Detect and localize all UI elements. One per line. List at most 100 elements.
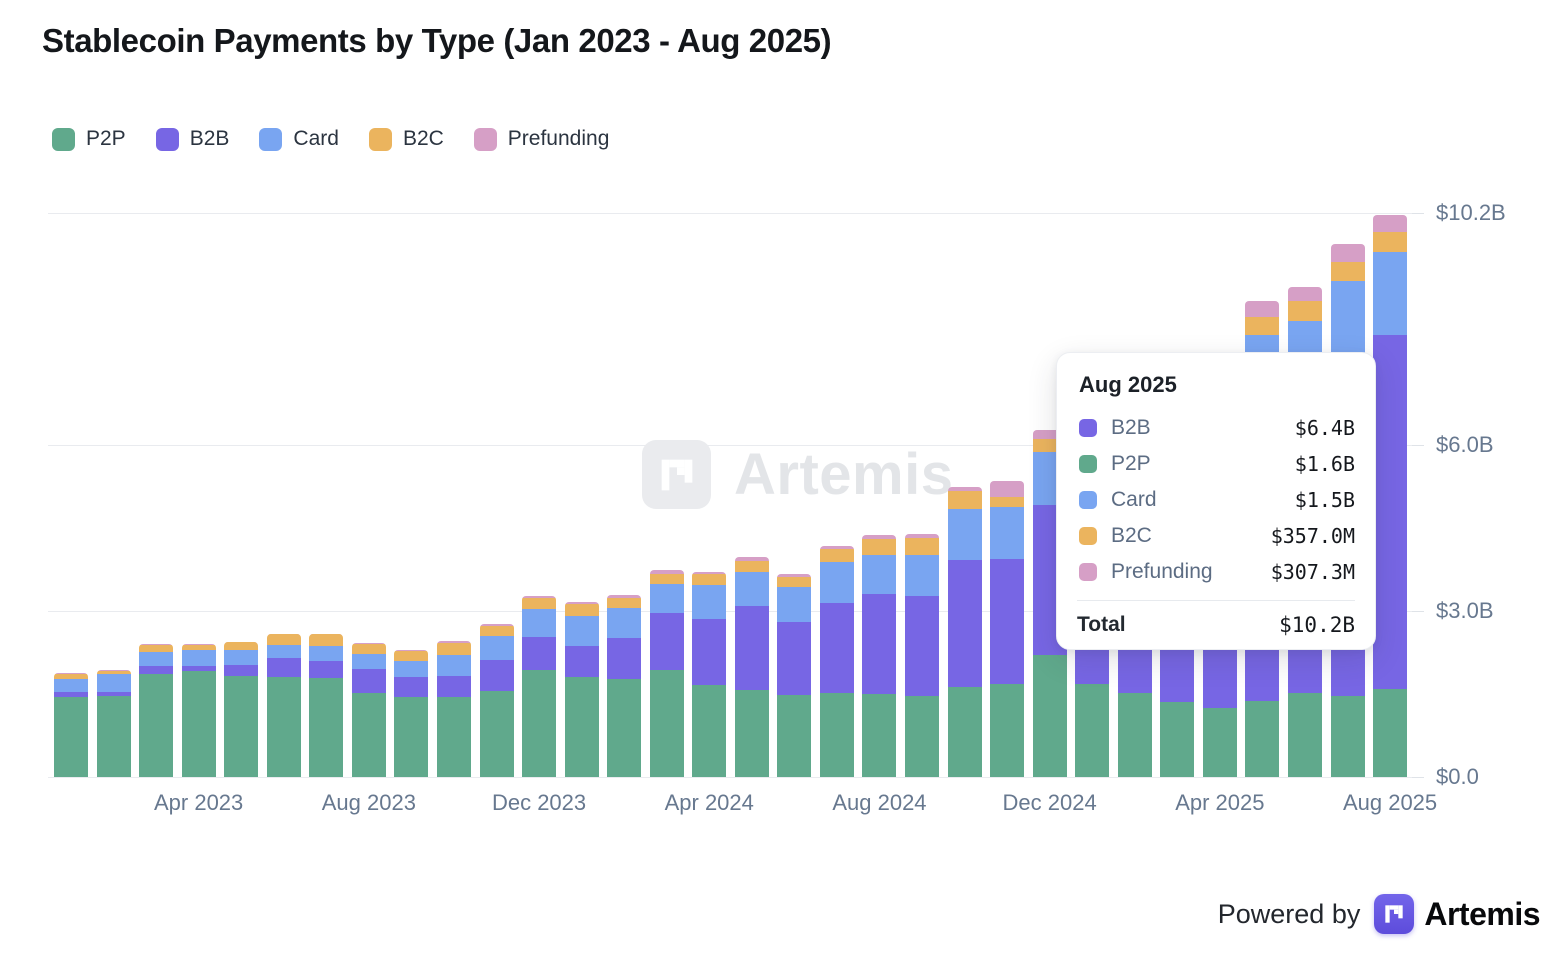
bar-segment-p2p [607,679,642,777]
bar-segment-b2b [309,661,344,678]
bar-segment-card [351,653,386,670]
tooltip-swatch-icon [1079,527,1097,545]
legend-label: Prefunding [507,127,610,150]
bar-segment-p2p [394,696,429,777]
tooltip-row-b2c: B2C $357.0M [1077,518,1355,554]
bar-segment-p2p [692,684,727,777]
bar-apr-2024[interactable] [692,571,727,777]
bar-segment-card [96,674,131,692]
bar-nov-2023[interactable] [479,623,514,777]
bar-nov-2024[interactable] [990,480,1025,777]
bar-segment-prefunding [819,546,854,549]
y-axis-tick [1412,212,1424,214]
y-axis-label: $3.0B [1436,598,1494,624]
bar-segment-b2b [905,596,939,697]
bar-aug-2023[interactable] [351,643,386,777]
bar-segment-b2c [1287,301,1322,322]
powered-by-text: Powered by [1217,898,1361,929]
bar-mar-2023[interactable] [139,643,174,777]
bar-jun-2024[interactable] [777,574,812,777]
tooltip-total-label: Total [1077,613,1126,636]
tooltip-row-p2p: P2P $1.6B [1077,446,1355,482]
bar-segment-p2p [139,673,174,777]
bar-segment-b2c [990,497,1025,508]
bar-segment-prefunding [351,643,386,644]
bar-dec-2023[interactable] [522,595,557,777]
bar-segment-b2c [649,574,684,584]
bar-apr-2023[interactable] [181,644,216,777]
bar-segment-p2p [1330,696,1365,777]
tooltip-row-b2b: B2B $6.4B [1077,410,1355,446]
bar-segment-b2c [734,560,769,572]
bar-segment-p2p [1075,684,1110,777]
bar-segment-p2p [990,683,1025,777]
bar-segment-p2p [862,694,897,777]
bar-segment-card [649,584,684,613]
bar-segment-card [54,678,88,692]
legend-swatch-icon [473,127,497,151]
bar-segment-card [1330,280,1365,362]
bar-segment-p2p [1160,701,1195,777]
bar-segment-p2p [734,690,769,777]
powered-by-footer[interactable]: Powered by Artemis [1218,894,1540,934]
bar-jul-2024[interactable] [819,546,854,777]
bar-sep-2024[interactable] [905,534,939,777]
tooltip-series-label: P2P [1111,452,1151,475]
bar-aug-2024[interactable] [862,535,897,777]
bar-oct-2024[interactable] [947,486,982,777]
bar-segment-b2b [819,602,854,694]
legend-item-card[interactable]: Card [259,127,339,151]
bar-feb-2024[interactable] [607,594,642,777]
bar-mar-2024[interactable] [649,569,684,777]
legend-swatch-icon [52,127,75,151]
bar-segment-b2c [607,597,642,608]
tooltip-series-value: $6.4B [1294,416,1355,440]
bar-segment-card [564,615,599,646]
bar-segment-prefunding [905,534,939,538]
bar-segment-card [224,650,259,665]
bar-jun-2023[interactable] [266,633,301,777]
bar-segment-b2b [394,677,429,697]
bar-segment-b2c [479,626,514,636]
bar-oct-2023[interactable] [436,640,471,777]
bar-segment-p2p [266,676,301,777]
bar-sep-2023[interactable] [394,650,429,777]
bar-jan-2024[interactable] [564,601,599,777]
bar-segment-b2b [649,612,684,670]
legend-item-b2b[interactable]: B2B [155,127,229,151]
bar-segment-b2b [862,594,897,695]
bar-segment-card [181,650,216,666]
bar-segment-prefunding [607,594,642,598]
bar-segment-prefunding [96,670,131,671]
y-axis-tick [1412,611,1424,613]
tooltip-total-row: Total $10.2B [1077,601,1355,649]
bar-jul-2023[interactable] [309,633,344,777]
y-axis-label: $10.2B [1436,199,1506,225]
bar-segment-b2b [181,665,216,671]
x-axis-label: Apr 2023 [153,790,244,815]
bar-may-2023[interactable] [224,641,259,777]
tooltip-swatch-icon [1079,455,1097,473]
legend-item-p2p[interactable]: P2P [52,127,126,151]
legend: P2P B2B Card B2C Prefunding [52,127,609,151]
bar-segment-b2b [54,691,88,698]
bar-jan-2023[interactable] [54,673,88,777]
bar-segment-prefunding [1373,214,1408,232]
legend-item-prefunding[interactable]: Prefunding [473,127,610,151]
bar-segment-prefunding [309,633,344,635]
legend-item-b2c[interactable]: B2C [368,127,444,151]
bar-may-2024[interactable] [734,557,769,777]
bar-segment-b2c [96,670,131,675]
bar-segment-b2c [1373,231,1408,252]
bar-segment-prefunding [1245,301,1280,317]
bar-segment-prefunding [734,557,769,561]
tooltip-total-value: $10.2B [1279,613,1355,637]
bar-segment-prefunding [394,650,429,652]
bar-feb-2023[interactable] [96,670,131,777]
chart-tooltip: Aug 2025 B2B $6.4B P2P $1.6B Card $1.5B B2C $35… [1056,352,1376,650]
legend-swatch-icon [368,127,392,151]
bar-aug-2025[interactable] [1373,214,1408,777]
bar-segment-prefunding [777,574,812,577]
tooltip-series-label: B2C [1111,524,1152,547]
